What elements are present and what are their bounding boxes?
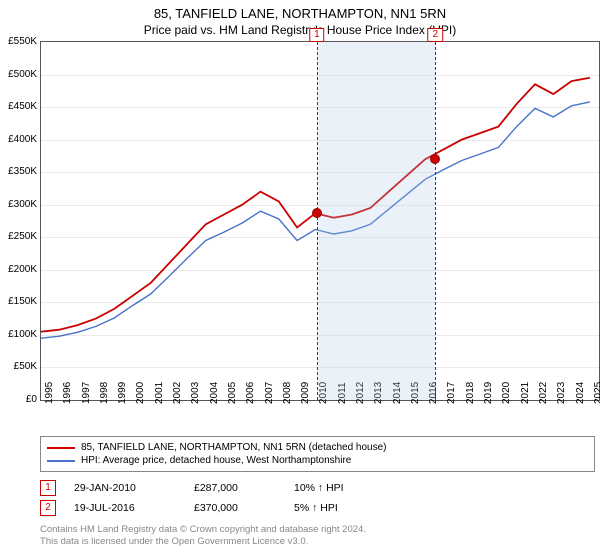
sale-date: 19-JUL-2016 [74, 502, 194, 514]
legend: 85, TANFIELD LANE, NORTHAMPTON, NN1 5RN … [40, 436, 595, 472]
legend-item: 85, TANFIELD LANE, NORTHAMPTON, NN1 5RN … [47, 441, 588, 454]
legend-item: HPI: Average price, detached house, West… [47, 454, 588, 467]
sale-price: £287,000 [194, 482, 294, 494]
xtick-label: 2008 [282, 382, 293, 404]
xtick-label: 2021 [520, 382, 531, 404]
xtick-label: 2006 [245, 382, 256, 404]
marker-dot [312, 208, 322, 218]
xtick-label: 1998 [99, 382, 110, 404]
ytick-label: £100K [0, 329, 37, 340]
sale-delta: 5% ↑ HPI [294, 502, 414, 514]
sale-marker: 1 [40, 480, 56, 496]
ytick-label: £150K [0, 296, 37, 307]
sale-delta: 10% ↑ HPI [294, 482, 414, 494]
chart-title-line1: 85, TANFIELD LANE, NORTHAMPTON, NN1 5RN [0, 0, 600, 21]
ytick-label: £500K [0, 69, 37, 80]
legend-swatch [47, 460, 75, 462]
xtick-label: 2001 [154, 382, 165, 404]
ytick-label: £550K [0, 36, 37, 47]
xtick-label: 2002 [172, 382, 183, 404]
sale-row: 2 19-JUL-2016£370,0005% ↑ HPI [40, 498, 595, 518]
xtick-label: 2007 [264, 382, 275, 404]
xtick-label: 2005 [227, 382, 238, 404]
xtick-label: 2000 [135, 382, 146, 404]
ytick-label: £200K [0, 264, 37, 275]
xtick-label: 2019 [483, 382, 494, 404]
xtick-label: 2018 [465, 382, 476, 404]
sale-row: 1 29-JAN-2010£287,00010% ↑ HPI [40, 478, 595, 498]
xtick-label: 2024 [575, 382, 586, 404]
xtick-label: 2022 [538, 382, 549, 404]
footnote-line2: This data is licensed under the Open Gov… [40, 536, 595, 548]
plot-area: £0£50K£100K£150K£200K£250K£300K£350K£400… [40, 41, 600, 401]
marker-badge: 2 [427, 28, 443, 42]
xtick-label: 2020 [501, 382, 512, 404]
xtick-label: 2017 [446, 382, 457, 404]
xtick-label: 2023 [556, 382, 567, 404]
chart-container: 85, TANFIELD LANE, NORTHAMPTON, NN1 5RN … [0, 0, 600, 560]
legend-label: 85, TANFIELD LANE, NORTHAMPTON, NN1 5RN … [81, 442, 386, 453]
ytick-label: £50K [0, 361, 37, 372]
footnote-line1: Contains HM Land Registry data © Crown c… [40, 524, 595, 536]
footnote: Contains HM Land Registry data © Crown c… [40, 524, 595, 548]
ytick-label: £400K [0, 134, 37, 145]
ytick-label: £250K [0, 231, 37, 242]
marker-refline [317, 42, 318, 400]
marker-refline [435, 42, 436, 400]
sales-table: 1 29-JAN-2010£287,00010% ↑ HPI 2 19-JUL-201… [40, 478, 595, 518]
xtick-label: 2003 [190, 382, 201, 404]
ytick-label: £0 [0, 394, 37, 405]
chart-title-line2: Price paid vs. HM Land Registry's House … [0, 21, 600, 41]
xtick-label: 2025 [593, 382, 600, 404]
ytick-label: £450K [0, 101, 37, 112]
xtick-label: 2004 [209, 382, 220, 404]
marker-dot [430, 154, 440, 164]
sale-date: 29-JAN-2010 [74, 482, 194, 494]
ytick-label: £350K [0, 166, 37, 177]
xtick-label: 1997 [81, 382, 92, 404]
xtick-label: 1999 [117, 382, 128, 404]
shaded-region [317, 42, 435, 400]
sale-marker: 2 [40, 500, 56, 516]
xtick-label: 1996 [62, 382, 73, 404]
ytick-label: £300K [0, 199, 37, 210]
sale-price: £370,000 [194, 502, 294, 514]
marker-badge: 1 [309, 28, 325, 42]
legend-label: HPI: Average price, detached house, West… [81, 455, 351, 466]
legend-swatch [47, 447, 75, 449]
xtick-label: 1995 [44, 382, 55, 404]
xtick-label: 2009 [300, 382, 311, 404]
